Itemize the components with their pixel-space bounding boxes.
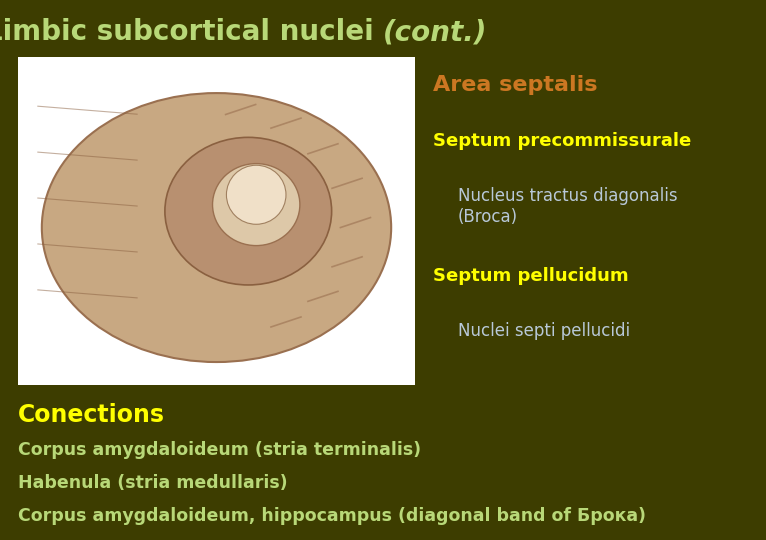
Text: Limbic subcortical nuclei: Limbic subcortical nuclei <box>0 18 383 46</box>
Text: Septum precommissurale: Septum precommissurale <box>433 132 691 150</box>
Bar <box>18 57 415 385</box>
Text: Corpus amygdaloideum, hippocampus (diagonal band of Брока): Corpus amygdaloideum, hippocampus (diago… <box>18 507 646 525</box>
Ellipse shape <box>212 164 300 246</box>
Text: Nucleus tractus diagonalis
(Broca): Nucleus tractus diagonalis (Broca) <box>458 187 678 226</box>
Text: Nuclei septi pellucidi: Nuclei septi pellucidi <box>458 322 630 340</box>
Ellipse shape <box>165 137 332 285</box>
Ellipse shape <box>227 165 286 224</box>
Text: Conections: Conections <box>18 403 165 427</box>
Text: Habenula (stria medullaris): Habenula (stria medullaris) <box>18 474 287 492</box>
Text: Corpus amygdaloideum (stria terminalis): Corpus amygdaloideum (stria terminalis) <box>18 441 421 459</box>
Text: (cont.): (cont.) <box>383 18 487 46</box>
Ellipse shape <box>42 93 391 362</box>
Text: Septum pellucidum: Septum pellucidum <box>433 267 629 285</box>
Text: Area septalis: Area septalis <box>433 75 597 95</box>
